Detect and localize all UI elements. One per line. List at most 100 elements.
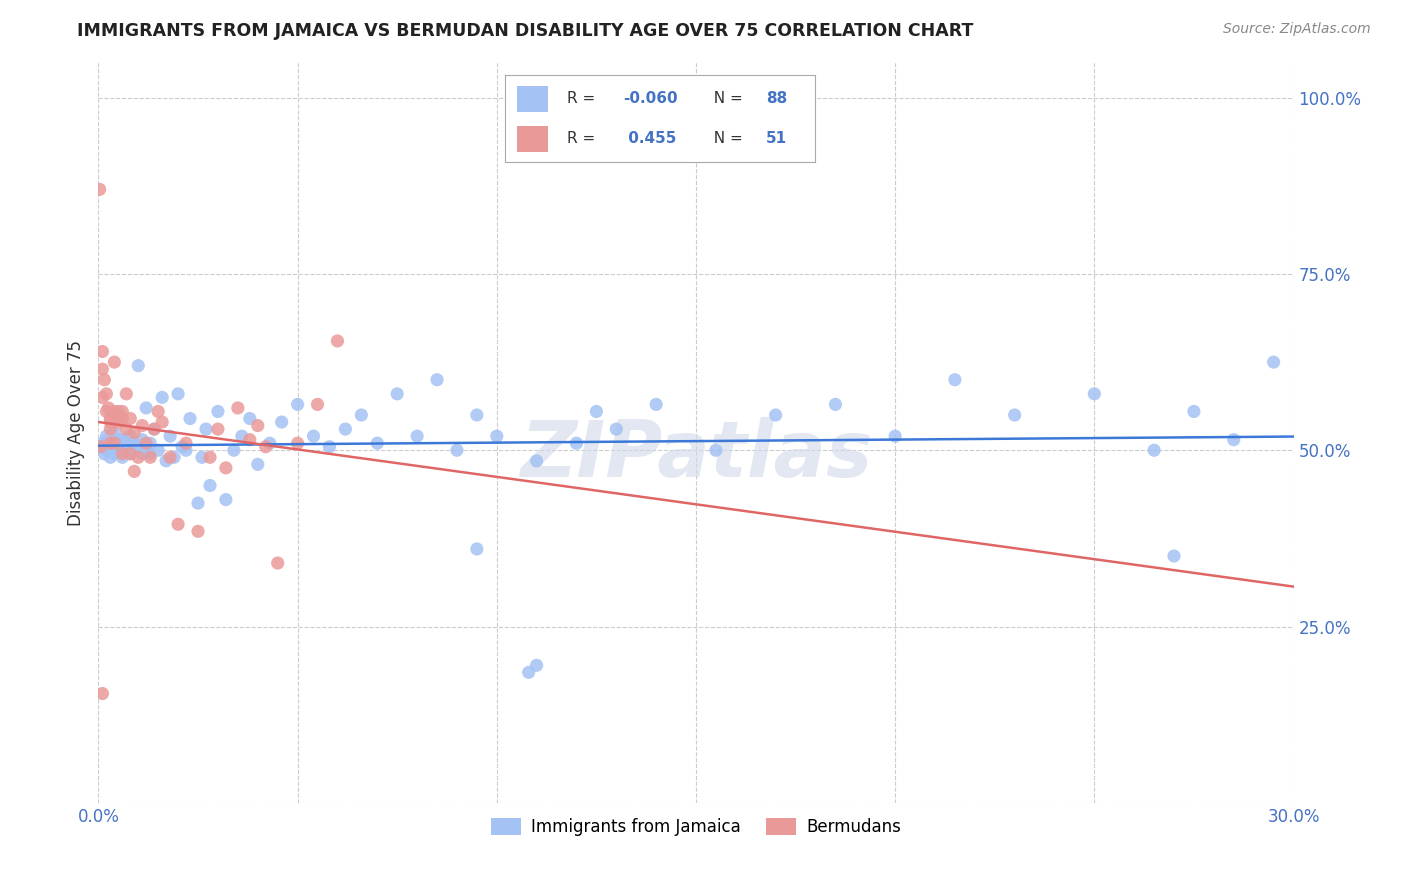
Point (135, 401, 157, 415)
Point (97, 401, 120, 415)
Point (124, 436, 146, 450)
Point (1182, 404, 1205, 418)
Point (526, 454, 548, 468)
Point (187, 496, 209, 510)
Point (124, 464, 146, 478)
Point (287, 397, 309, 411)
Point (124, 425, 146, 440)
Point (103, 404, 125, 418)
Point (111, 436, 134, 450)
Point (526, 658, 548, 673)
Point (307, 397, 329, 411)
Point (107, 404, 129, 418)
Point (302, 429, 325, 443)
Point (120, 411, 142, 425)
Point (107, 440, 129, 454)
Point (943, 373, 966, 387)
Point (90, 440, 112, 454)
Point (226, 401, 249, 415)
Point (96, 443, 118, 458)
Point (465, 541, 488, 556)
Point (187, 524, 209, 539)
Point (124, 443, 146, 458)
Point (120, 447, 142, 461)
Point (485, 429, 508, 443)
Point (98, 415, 122, 429)
Point (107, 433, 129, 447)
Point (267, 556, 290, 570)
Point (174, 436, 197, 450)
Point (143, 422, 166, 436)
Point (103, 425, 125, 440)
Point (135, 436, 157, 450)
Point (115, 387, 138, 401)
Point (103, 447, 125, 461)
Point (605, 422, 627, 436)
Point (103, 440, 125, 454)
Point (91, 362, 114, 376)
Point (585, 404, 607, 418)
Point (89, 182, 111, 196)
Point (326, 334, 349, 348)
Point (107, 411, 129, 425)
Point (215, 461, 238, 475)
Point (96, 387, 118, 401)
Point (350, 408, 373, 422)
Point (1163, 549, 1185, 563)
Y-axis label: Disability Age Over 75: Disability Age Over 75 (66, 340, 84, 525)
Point (120, 429, 142, 443)
Text: IMMIGRANTS FROM JAMAICA VS BERMUDAN DISABILITY AGE OVER 75 CORRELATION CHART: IMMIGRANTS FROM JAMAICA VS BERMUDAN DISA… (77, 22, 974, 40)
Point (148, 443, 170, 458)
Point (91, 686, 114, 700)
Point (163, 450, 186, 465)
Point (366, 436, 388, 450)
Point (207, 422, 229, 436)
Point (318, 440, 340, 454)
Point (103, 436, 125, 450)
Point (565, 436, 588, 450)
Point (167, 387, 190, 401)
Point (115, 422, 138, 436)
Point (179, 411, 201, 425)
Point (131, 447, 153, 461)
Point (107, 443, 129, 458)
Point (131, 418, 153, 433)
Point (89, 440, 111, 454)
Legend: Immigrants from Jamaica, Bermudans: Immigrants from Jamaica, Bermudans (485, 811, 907, 843)
Point (131, 433, 153, 447)
Point (91, 390, 114, 404)
Point (246, 418, 269, 433)
Point (96, 404, 118, 418)
Point (517, 665, 540, 680)
Point (207, 404, 229, 418)
Point (148, 404, 170, 418)
Point (1004, 408, 1026, 422)
Point (884, 429, 907, 443)
Point (150, 415, 173, 429)
Point (335, 422, 357, 436)
Point (127, 450, 149, 465)
Point (150, 390, 173, 404)
Point (107, 415, 129, 429)
Point (465, 408, 488, 422)
Point (195, 422, 218, 436)
Point (1083, 387, 1105, 401)
Point (98, 436, 122, 450)
Point (254, 440, 277, 454)
Point (111, 411, 134, 425)
Point (222, 443, 245, 458)
Point (91, 436, 114, 450)
Point (139, 450, 162, 465)
Point (93, 447, 115, 461)
Point (198, 478, 221, 492)
Text: ZIPatlas: ZIPatlas (520, 417, 872, 493)
Point (127, 359, 149, 373)
Point (98, 450, 122, 465)
Point (1263, 355, 1285, 369)
Point (135, 443, 157, 458)
Point (115, 440, 138, 454)
Point (231, 429, 253, 443)
Text: Source: ZipAtlas.com: Source: ZipAtlas.com (1223, 22, 1371, 37)
Point (97, 433, 120, 447)
Point (98, 422, 122, 436)
